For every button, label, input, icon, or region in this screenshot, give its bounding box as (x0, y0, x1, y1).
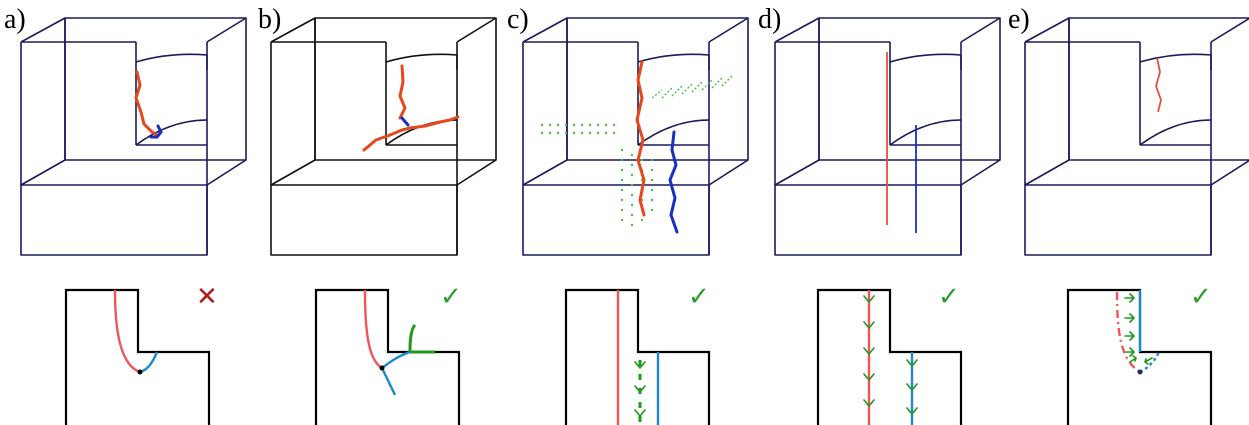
panel-e-ok-mark: ✓ (1190, 282, 1212, 312)
panel-a-block (20, 17, 247, 256)
panel-b-red-curve (363, 289, 383, 370)
panel-b-ok-mark: ✓ (440, 282, 462, 312)
panel-a-blue-curve (139, 351, 159, 374)
panel-label-c: c) (507, 4, 529, 35)
panel-c-schematic (564, 288, 711, 425)
panel-b-blue-segment (400, 116, 410, 127)
panel-c-arrows (634, 361, 646, 417)
panel-b-green-curve (408, 323, 435, 354)
panel-e-arrows (1124, 293, 1153, 365)
panel-a-junction-dot (137, 369, 143, 375)
panel-a-schematic (64, 288, 211, 425)
panel-c-ok-mark: ✓ (688, 282, 710, 312)
panel-e-red-dashdot (1115, 291, 1141, 374)
panel-d-schematic (816, 288, 963, 425)
panel-b-junction-dot (379, 365, 385, 371)
panel-d-red-arrows (863, 295, 875, 407)
panel-c-blue-crack (668, 130, 679, 234)
panel-label-a: a) (4, 4, 26, 35)
panel-d-block (774, 17, 1001, 256)
panel-e-block (1024, 17, 1249, 256)
panel-d-ok-mark: ✓ (938, 282, 960, 312)
panel-e-schematic (1066, 288, 1213, 425)
panel-label-d: d) (758, 4, 782, 35)
panel-b-blue-curve (381, 350, 411, 369)
panel-label-b: b) (258, 4, 282, 35)
panel-label-e: e) (1008, 4, 1030, 35)
panel-b-red-crack-lower (362, 126, 412, 152)
panel-d-blue-arrows (906, 359, 918, 415)
panel-e-blue-dotted (1139, 351, 1161, 374)
panel-b-red-crack-right (408, 115, 460, 130)
panel-e-red-crack (1155, 57, 1162, 113)
panel-b-red-crack-vertical (398, 64, 407, 120)
panel-b-block (270, 17, 497, 256)
panel-a-blue-crack (149, 124, 163, 139)
panel-e-junction-dot (1137, 369, 1143, 375)
panel-a-red-curve (113, 289, 141, 374)
panel-c-block (522, 17, 749, 256)
panel-c-green-field (540, 75, 733, 227)
panel-c-red-crack (635, 60, 646, 217)
panel-a-fail-mark: ✕ (196, 282, 218, 312)
panel-a-red-crack (134, 70, 160, 138)
panel-b-schematic (314, 288, 461, 425)
panel-b-blue-branch (380, 367, 397, 396)
